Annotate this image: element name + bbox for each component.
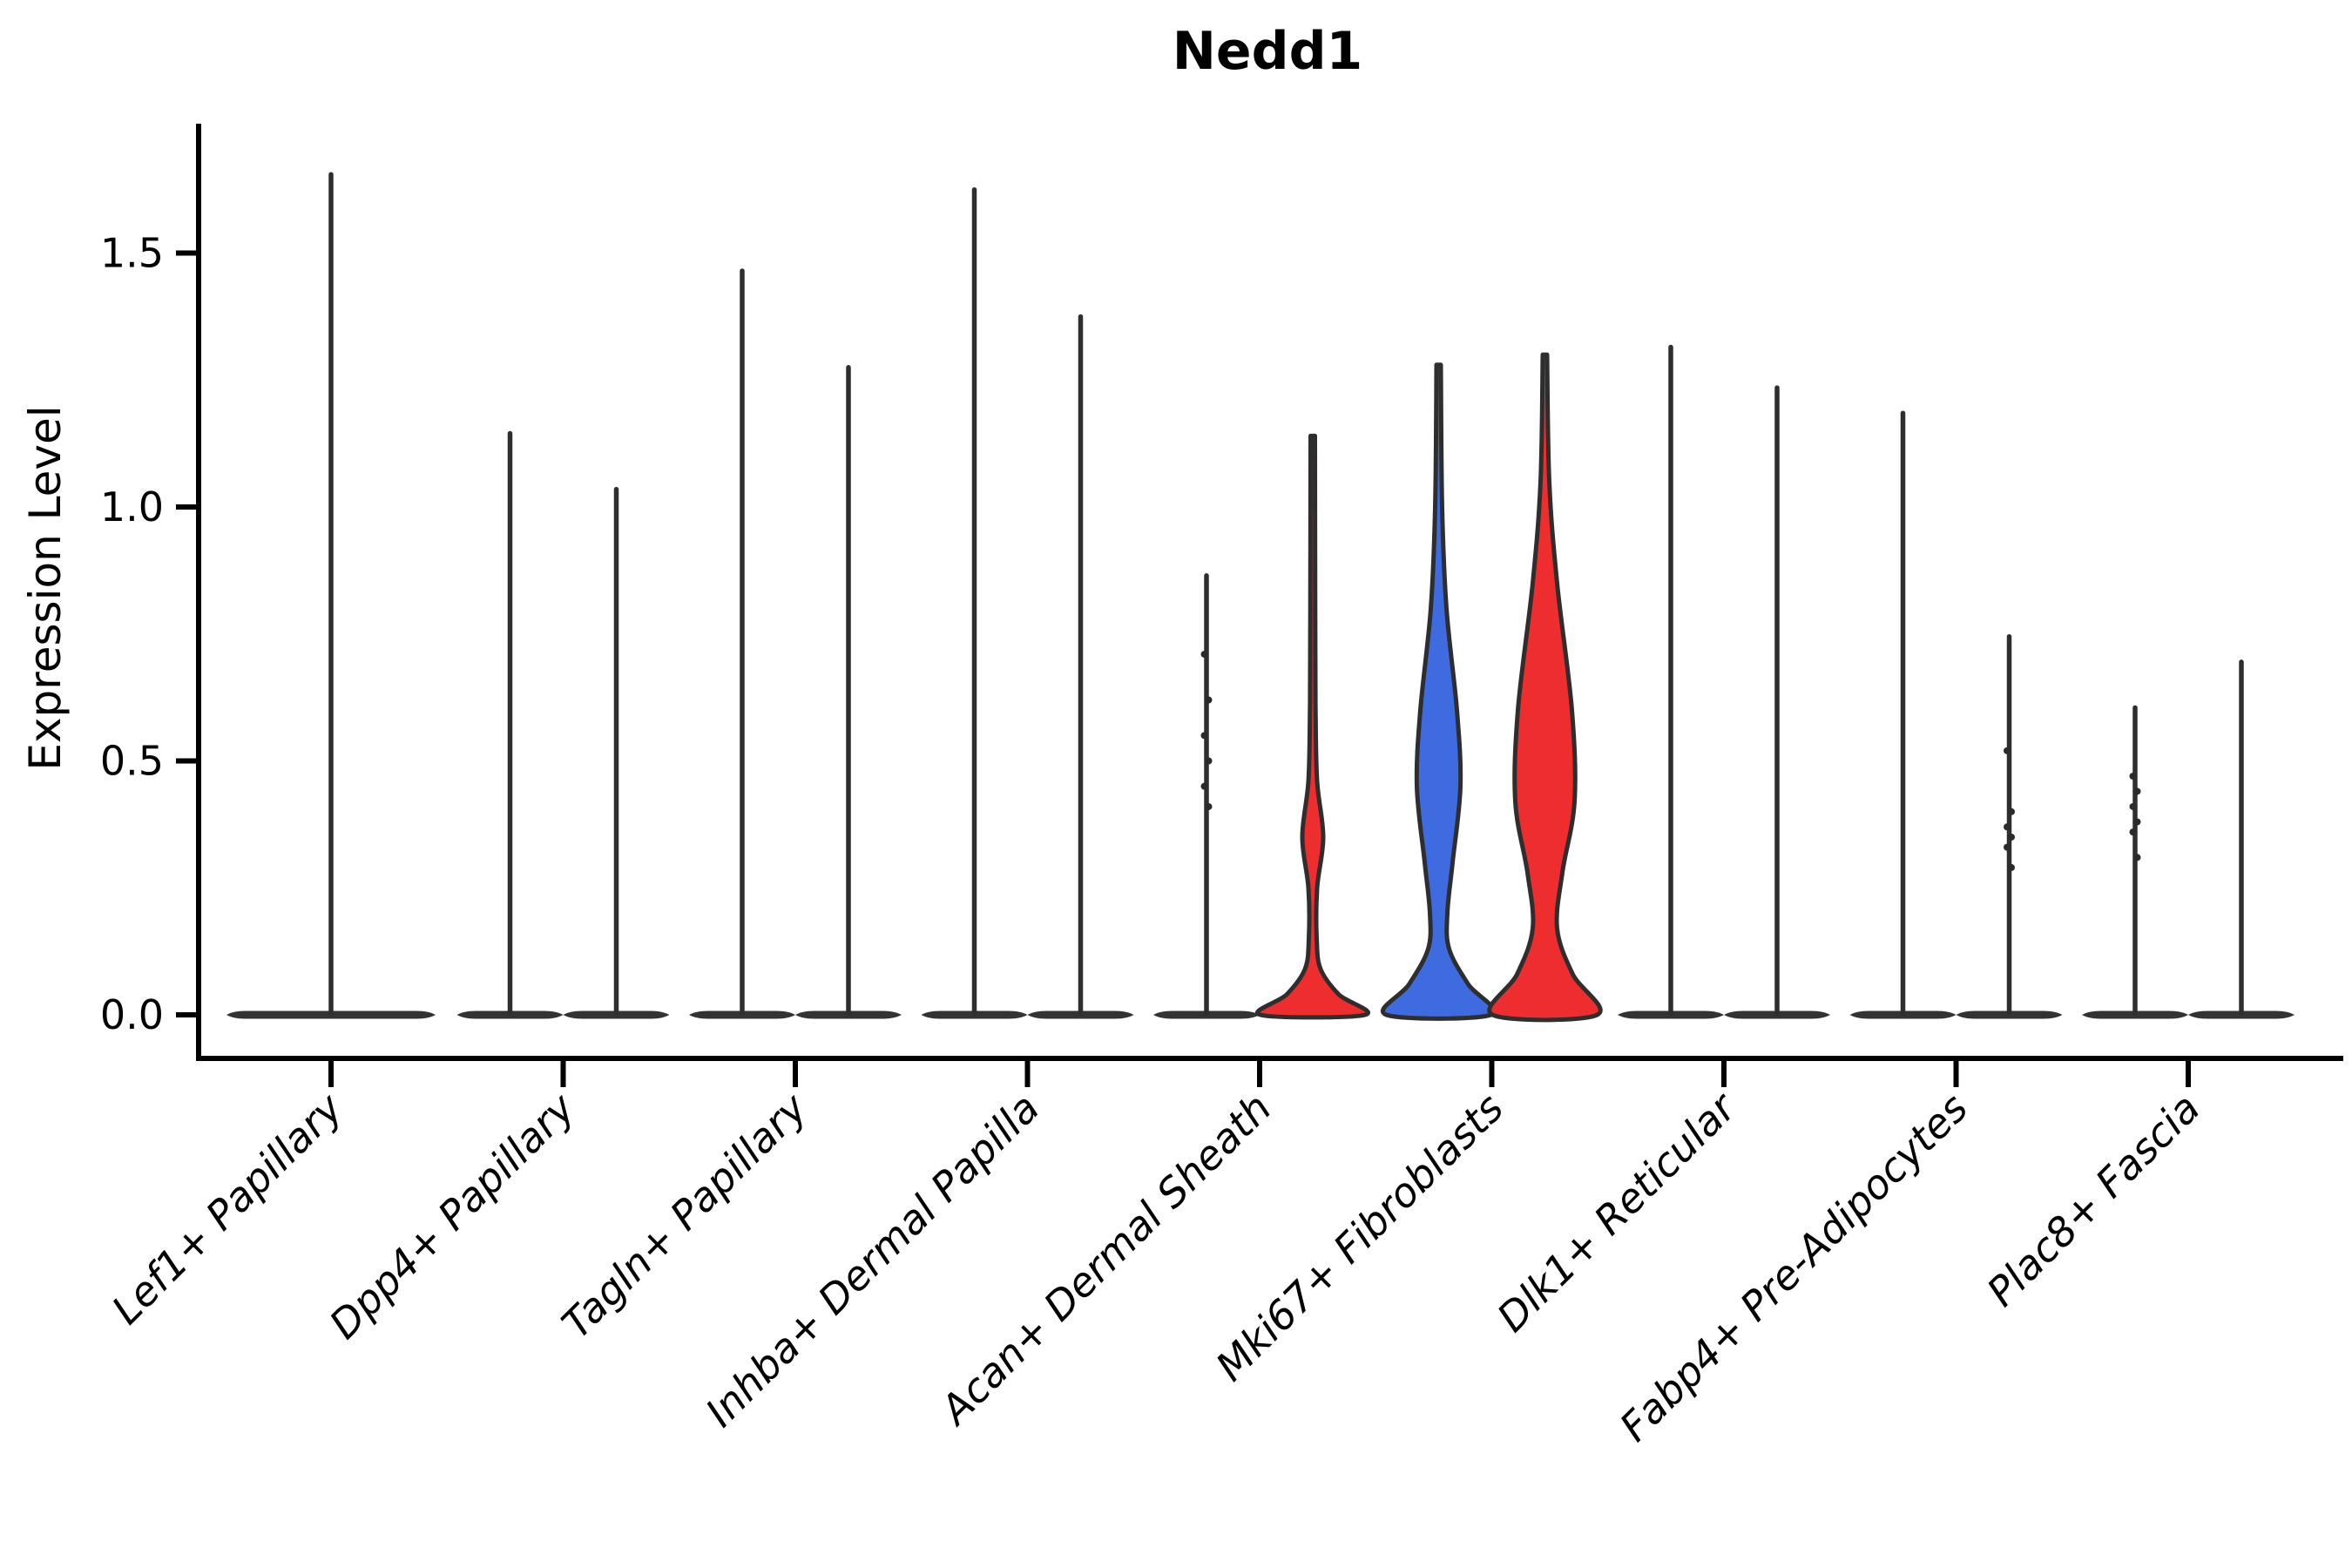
- outlier-dot-plac8-fascia-left-3: [2133, 818, 2141, 826]
- outlier-dot-acan-dermal-sheath-left-4: [1200, 782, 1208, 790]
- outlier-dot-acan-dermal-sheath-left-1: [1205, 696, 1213, 704]
- outlier-dot-fabp4-pre-adipocytes-right-4: [2004, 843, 2011, 851]
- outlier-dot-fabp4-pre-adipocytes-right-1: [2008, 808, 2015, 815]
- outlier-dot-plac8-fascia-left-5: [2133, 854, 2141, 862]
- x-tick-label-2: Tagln+ Papillary: [552, 1084, 816, 1348]
- outlier-dot-fabp4-pre-adipocytes-right-3: [2008, 833, 2015, 841]
- violin-mki67-fibroblasts-left: [1381, 362, 1497, 1021]
- x-tick-label-1: Dpp4+ Papillary: [321, 1084, 585, 1348]
- outlier-dot-plac8-fascia-left-0: [2129, 772, 2137, 780]
- outlier-dot-acan-dermal-sheath-left-5: [1205, 802, 1213, 810]
- outlier-dot-fabp4-pre-adipocytes-right-2: [2004, 823, 2011, 831]
- outlier-dot-fabp4-pre-adipocytes-right-5: [2008, 863, 2015, 871]
- outlier-dot-acan-dermal-sheath-left-2: [1200, 732, 1208, 740]
- chart-title: Nedd1: [1172, 21, 1363, 82]
- x-tick-label-0: Lef1+ Papillary: [103, 1084, 352, 1333]
- y-tick-label-0.5: 0.5: [100, 738, 164, 785]
- x-tick-label-6: Dlk1+ Reticular: [1488, 1082, 1747, 1341]
- outlier-dot-acan-dermal-sheath-left-0: [1200, 651, 1208, 659]
- outlier-dot-plac8-fascia-left-1: [2133, 787, 2141, 795]
- outlier-dot-plac8-fascia-left-2: [2129, 802, 2137, 810]
- violin-acan-dermal-sheath-right: [1255, 433, 1370, 1020]
- y-tick-label-0.0: 0.0: [100, 991, 164, 1038]
- y-tick-label-1.5: 1.5: [100, 230, 164, 277]
- x-tick-label-8: Plac8+ Fascia: [1977, 1085, 2208, 1315]
- y-tick-label-1.0: 1.0: [100, 483, 164, 531]
- outlier-dot-acan-dermal-sheath-left-3: [1205, 757, 1213, 765]
- outlier-dot-plac8-fascia-left-4: [2129, 828, 2137, 836]
- outlier-dot-fabp4-pre-adipocytes-right-0: [2004, 747, 2011, 754]
- violin-mki67-fibroblasts-right: [1487, 352, 1603, 1023]
